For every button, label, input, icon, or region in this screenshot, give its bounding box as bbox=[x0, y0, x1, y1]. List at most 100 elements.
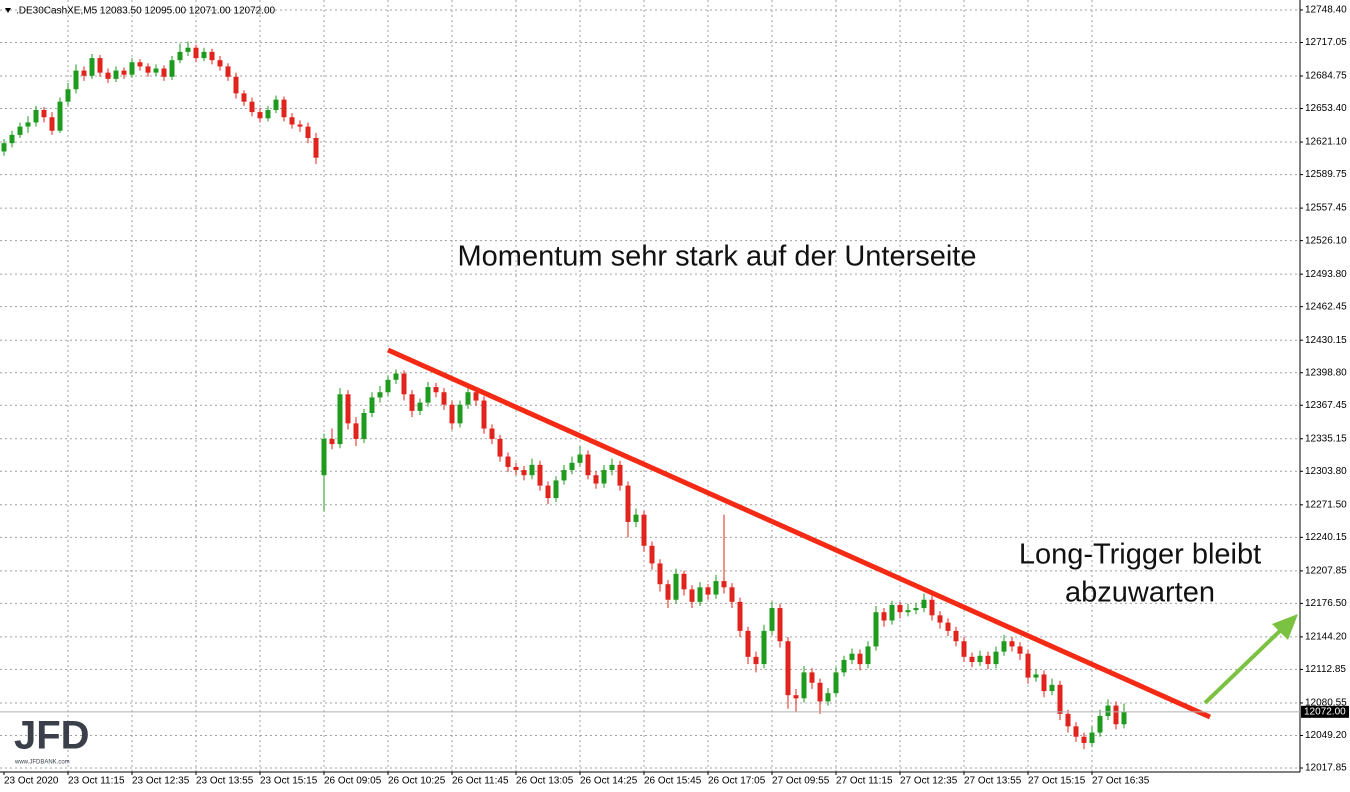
candle-body bbox=[825, 693, 831, 702]
candle-body bbox=[393, 373, 399, 380]
candle-body bbox=[673, 573, 679, 600]
candle-body bbox=[305, 126, 311, 139]
candle-body bbox=[361, 412, 367, 439]
candle-body bbox=[225, 66, 231, 77]
candle-body bbox=[961, 641, 967, 657]
candle-body bbox=[625, 485, 631, 522]
candle-body bbox=[841, 659, 847, 673]
candle-body bbox=[721, 581, 727, 588]
candle-body bbox=[193, 47, 199, 59]
candle-body bbox=[217, 60, 223, 67]
candle-body bbox=[433, 387, 439, 393]
candle-body bbox=[377, 392, 383, 398]
candle-body bbox=[785, 641, 791, 696]
candles bbox=[1, 41, 1127, 750]
candle-body bbox=[1009, 641, 1015, 647]
candle-body bbox=[745, 630, 751, 657]
candle-body bbox=[9, 134, 15, 144]
candle-body bbox=[993, 651, 999, 665]
y-tick-label: 12176.50 bbox=[1305, 598, 1347, 609]
x-tick-label: 26 Oct 09:05 bbox=[324, 776, 382, 787]
candle-body bbox=[497, 438, 503, 457]
candle-body bbox=[705, 587, 711, 595]
candle-body bbox=[665, 584, 671, 600]
candle-body bbox=[1089, 732, 1095, 743]
candle-body bbox=[449, 404, 455, 424]
candle-body bbox=[481, 400, 487, 429]
y-tick-label: 12462.45 bbox=[1305, 301, 1347, 312]
candle-body bbox=[105, 72, 111, 79]
candle-body bbox=[1057, 684, 1063, 714]
y-tick-label: 12049.20 bbox=[1305, 730, 1347, 741]
x-tick-label: 27 Oct 16:35 bbox=[1092, 776, 1150, 787]
candle-body bbox=[809, 672, 815, 683]
candle-body bbox=[569, 462, 575, 471]
candle-body bbox=[17, 126, 23, 135]
x-tick-label: 27 Oct 11:15 bbox=[836, 776, 893, 787]
candle-body bbox=[913, 608, 919, 611]
candle-body bbox=[761, 630, 767, 665]
candle-body bbox=[921, 599, 927, 609]
candle-body bbox=[385, 379, 391, 393]
candle-body bbox=[369, 397, 375, 413]
candle-body bbox=[49, 117, 55, 131]
candle-body bbox=[945, 622, 951, 631]
candle-body bbox=[473, 392, 479, 401]
candle-body bbox=[441, 392, 447, 405]
y-tick-label: 12398.80 bbox=[1305, 367, 1347, 378]
candle-body bbox=[121, 70, 127, 75]
x-tick-label: 27 Oct 13:55 bbox=[964, 776, 1022, 787]
candle-body bbox=[585, 454, 591, 476]
candle-body bbox=[81, 70, 87, 76]
y-tick-label: 12240.15 bbox=[1305, 532, 1347, 543]
y-tick-label: 12430.15 bbox=[1305, 335, 1347, 346]
annotation: Long-Trigger bleibt bbox=[1019, 539, 1261, 571]
x-tick-label: 26 Oct 17:05 bbox=[708, 776, 766, 787]
last-price-label: 12072.00 bbox=[1304, 706, 1346, 717]
candle-body bbox=[177, 51, 183, 61]
y-tick-label: 12493.80 bbox=[1305, 269, 1347, 280]
candle-body bbox=[697, 587, 703, 602]
candle-body bbox=[537, 464, 543, 486]
candle-body bbox=[201, 51, 207, 59]
candle-body bbox=[681, 573, 687, 590]
candle-body bbox=[529, 464, 535, 476]
candle-body bbox=[777, 608, 783, 642]
chart-header: .DE30CashXE,M5 12083.50 12095.00 12071.0… bbox=[16, 6, 276, 17]
y-tick-label: 12017.85 bbox=[1305, 763, 1347, 774]
candle-body bbox=[873, 612, 879, 647]
x-tick-label: 26 Oct 14:25 bbox=[580, 776, 638, 787]
candle-body bbox=[313, 138, 319, 158]
candle-body bbox=[249, 101, 255, 113]
candle-body bbox=[857, 653, 863, 665]
candle-body bbox=[1041, 674, 1047, 692]
candle-body bbox=[145, 66, 151, 73]
candle-body bbox=[41, 109, 47, 118]
y-tick-label: 12335.15 bbox=[1305, 433, 1347, 444]
y-tick-label: 12621.10 bbox=[1305, 137, 1347, 148]
candle-body bbox=[265, 109, 271, 119]
candle-body bbox=[329, 438, 335, 445]
y-tick-label: 12367.45 bbox=[1305, 400, 1347, 411]
candle-body bbox=[489, 428, 495, 439]
x-tick-label: 26 Oct 13:05 bbox=[516, 776, 574, 787]
y-tick-label: 12748.40 bbox=[1305, 5, 1347, 16]
candle-body bbox=[465, 392, 471, 405]
candle-body bbox=[1001, 641, 1007, 652]
y-tick-label: 12207.85 bbox=[1305, 565, 1347, 576]
x-tick-label: 23 Oct 15:15 bbox=[260, 776, 318, 787]
candle-body bbox=[769, 608, 775, 631]
candle-body bbox=[753, 656, 759, 665]
x-tick-label: 26 Oct 10:25 bbox=[388, 776, 446, 787]
candle-body bbox=[1017, 646, 1023, 654]
menu-icon[interactable] bbox=[5, 8, 11, 13]
candle-body bbox=[97, 58, 103, 73]
candle-body bbox=[113, 70, 119, 79]
candle-body bbox=[73, 70, 79, 90]
y-tick-label: 12684.75 bbox=[1305, 71, 1347, 82]
candle-body bbox=[881, 612, 887, 621]
candle-body bbox=[1049, 684, 1055, 692]
candle-body bbox=[505, 456, 511, 467]
candle-body bbox=[689, 589, 695, 602]
